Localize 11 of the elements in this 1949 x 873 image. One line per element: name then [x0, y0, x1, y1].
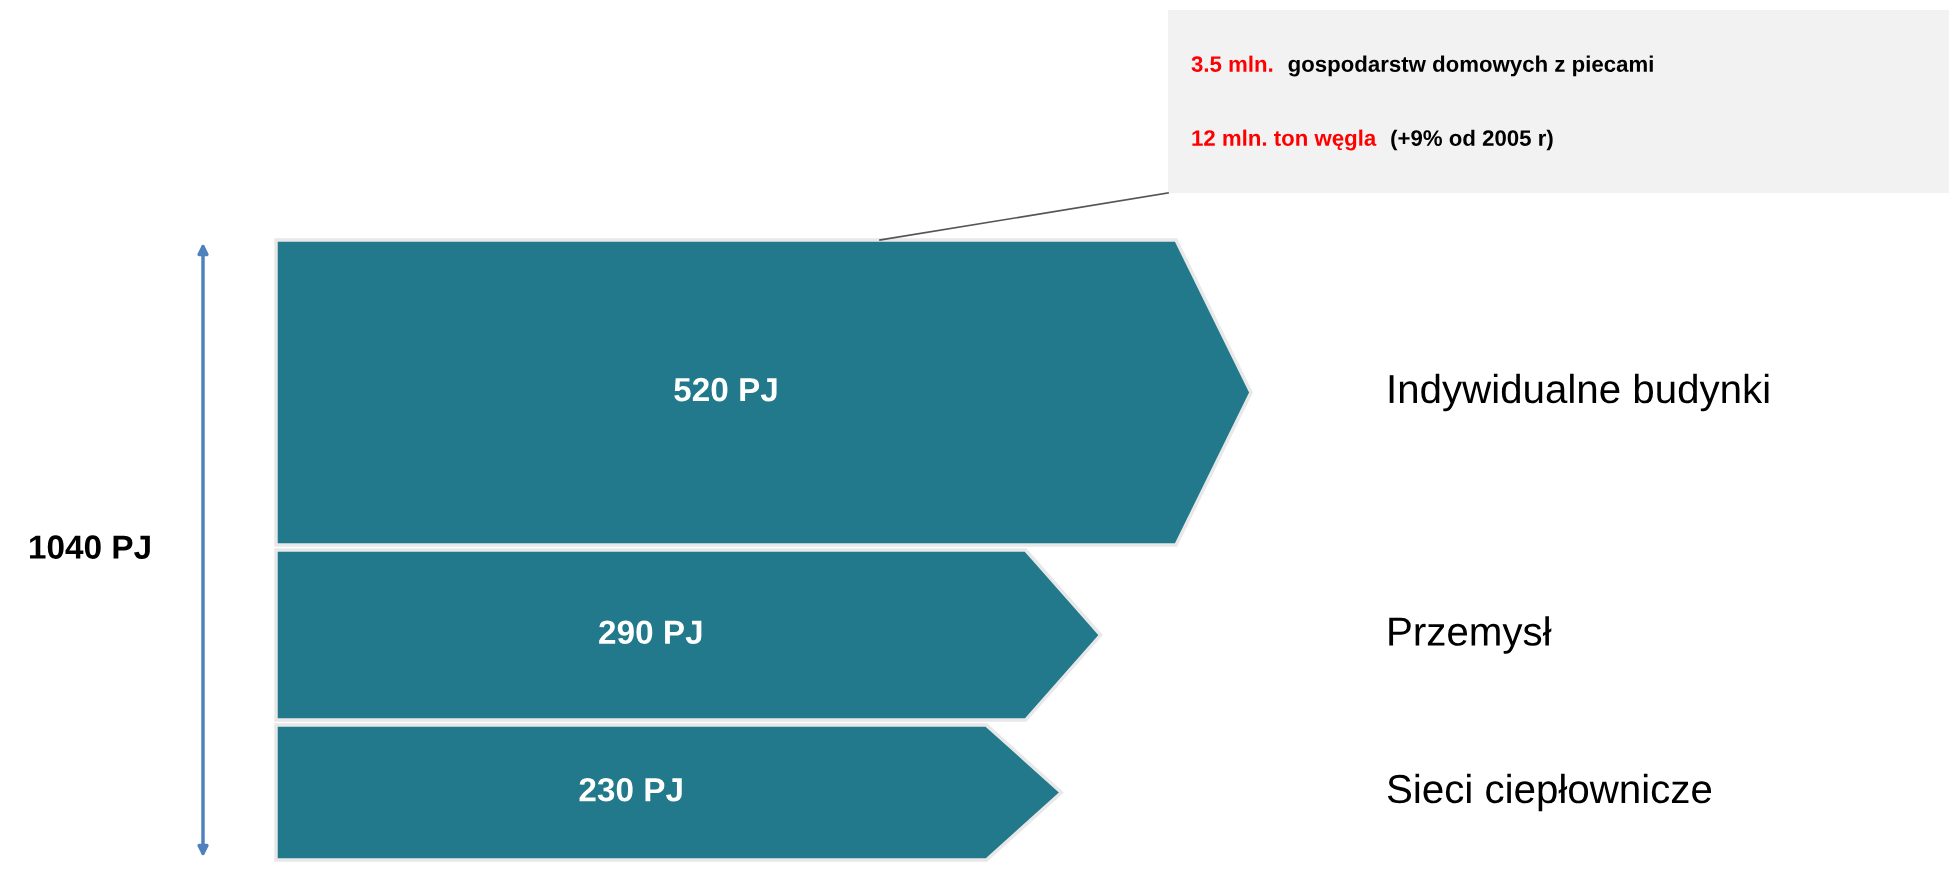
text: (+9% od 2005 r): [1391, 129, 1553, 151]
category-label: Przemysł: [1389, 616, 1552, 654]
text: 1040 PJ: [30, 535, 150, 559]
text: 3.5 mln.: [1191, 55, 1273, 72]
text: 12 mln. ton węgla: [1192, 129, 1377, 151]
category-label: Sieci ciepłownicze: [1387, 773, 1712, 812]
data-label: 520 PJ: [674, 377, 777, 402]
data-label: 230 PJ: [579, 777, 682, 802]
text: gospodarstw domowych z piecami: [1288, 55, 1653, 77]
data-label: 290 PJ: [599, 620, 702, 644]
category-label: Indywidualne budynki: [1389, 373, 1769, 412]
